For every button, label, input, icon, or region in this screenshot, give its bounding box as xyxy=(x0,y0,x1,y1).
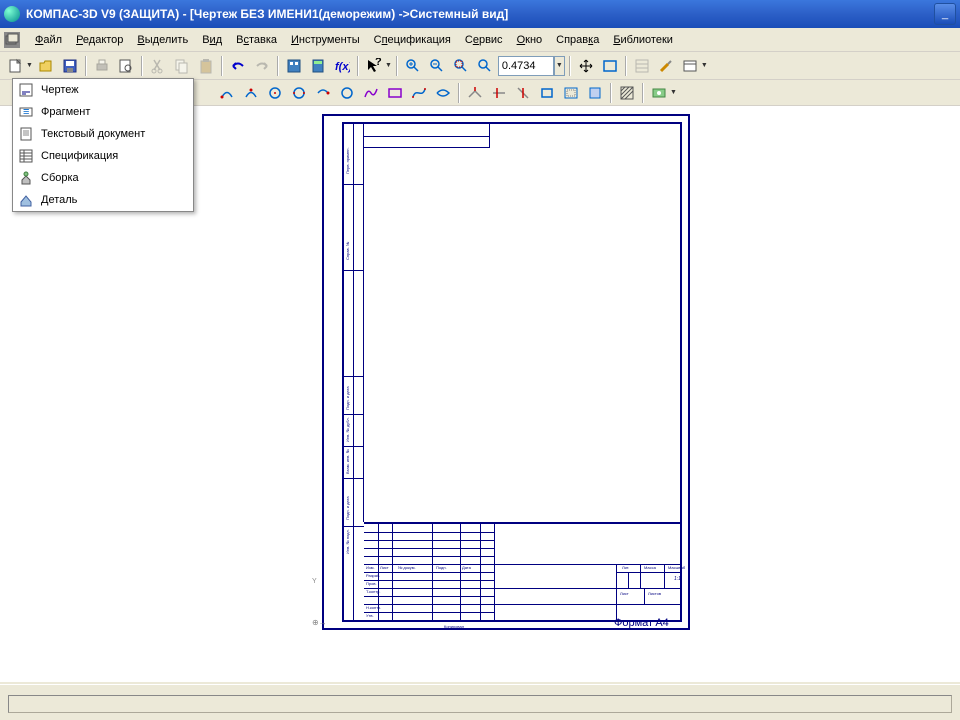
svg-text:f(x): f(x) xyxy=(335,61,350,73)
trim-tool-2[interactable] xyxy=(488,82,510,104)
menu-6[interactable]: Спецификация xyxy=(367,32,458,48)
print-button[interactable] xyxy=(91,55,113,77)
side-label-5: Взам. инв. № xyxy=(345,449,350,474)
menu-3[interactable]: Вид xyxy=(195,32,229,48)
region-tool[interactable] xyxy=(584,82,606,104)
menu-5[interactable]: Инструменты xyxy=(284,32,367,48)
title-block: Изм. Лист № докум. Подп. Дата Разраб. Пр… xyxy=(364,522,680,620)
spline-tool[interactable] xyxy=(360,82,382,104)
calc-button[interactable] xyxy=(307,55,329,77)
ruler-origin: ⊕→ xyxy=(312,618,327,627)
minimize-button[interactable]: _ xyxy=(934,3,956,25)
menubar: ФайлРедакторВыделитьВидВставкаИнструмент… xyxy=(0,28,960,52)
zoom-scale-button[interactable] xyxy=(474,55,496,77)
svg-text:?: ? xyxy=(375,58,382,68)
restore-icon[interactable] xyxy=(4,32,20,48)
zoom-dropdown-icon[interactable]: ▼ xyxy=(554,56,565,76)
bezier-tool[interactable] xyxy=(408,82,430,104)
equidistant-tool[interactable] xyxy=(560,82,582,104)
menu-9[interactable]: Справка xyxy=(549,32,606,48)
curve-tool[interactable] xyxy=(432,82,454,104)
side-label-1: Перв. примен. xyxy=(345,147,350,174)
side-label-3: Подп. и дата xyxy=(345,386,350,410)
dd-icon-0 xyxy=(17,81,35,99)
cut-button[interactable] xyxy=(147,55,169,77)
side-label-2: Справ. № xyxy=(345,242,350,260)
menu-2[interactable]: Выделить xyxy=(130,32,195,48)
properties-button[interactable] xyxy=(655,55,677,77)
undo-button[interactable] xyxy=(227,55,249,77)
dd-icon-4 xyxy=(17,169,35,187)
zoom-window-button[interactable] xyxy=(450,55,472,77)
rect-tool[interactable] xyxy=(384,82,406,104)
open-button[interactable] xyxy=(35,55,57,77)
hatch-tool[interactable] xyxy=(616,82,638,104)
dd-icon-2 xyxy=(17,125,35,143)
arc-tool-3[interactable] xyxy=(312,82,334,104)
zoom-out-button[interactable] xyxy=(426,55,448,77)
window-title: КОМПАС-3D V9 (ЗАЩИТА) - [Чертеж БЕЗ ИМЕН… xyxy=(26,7,932,21)
macro-dropdown-icon[interactable]: ▼ xyxy=(670,89,677,96)
drawing-sheet: Перв. примен. Справ. № Подп. и дата Инв.… xyxy=(322,114,690,630)
window-dropdown-icon[interactable]: ▼ xyxy=(701,62,708,69)
dd-icon-1: ≡ xyxy=(17,103,35,121)
new-type-0[interactable]: Чертеж xyxy=(13,79,193,101)
menu-10[interactable]: Библиотеки xyxy=(606,32,680,48)
zoom-in-button[interactable] xyxy=(402,55,424,77)
macro-tool[interactable] xyxy=(648,82,670,104)
help-cursor-button[interactable]: ? xyxy=(363,55,385,77)
copy-button[interactable] xyxy=(171,55,193,77)
menu-0[interactable]: Файл xyxy=(28,32,69,48)
pan-button[interactable] xyxy=(575,55,597,77)
side-label-4: Инв. № дубл. xyxy=(345,417,350,442)
paste-button[interactable] xyxy=(195,55,217,77)
circle-tool-3[interactable] xyxy=(336,82,358,104)
menu-4[interactable]: Вставка xyxy=(229,32,284,48)
svg-text:≡: ≡ xyxy=(23,106,29,118)
layers-button[interactable] xyxy=(631,55,653,77)
dd-icon-3 xyxy=(17,147,35,165)
arc-tool-1[interactable] xyxy=(216,82,238,104)
rect-tool-2[interactable] xyxy=(536,82,558,104)
arc-tool-2[interactable] xyxy=(240,82,262,104)
new-type-2[interactable]: Текстовый документ xyxy=(13,123,193,145)
menu-1[interactable]: Редактор xyxy=(69,32,130,48)
main-toolbar: ▼ f(x) ? ▼ ▼ ▼ xyxy=(0,52,960,80)
new-type-5[interactable]: Деталь xyxy=(13,189,193,211)
dd-icon-5 xyxy=(17,191,35,209)
zoom-input[interactable] xyxy=(498,56,554,76)
menu-8[interactable]: Окно xyxy=(510,32,550,48)
side-label-6: Подп. и дата xyxy=(345,496,350,520)
manager-button[interactable] xyxy=(283,55,305,77)
circle-tool-2[interactable] xyxy=(288,82,310,104)
side-label-7: Инв. № подл. xyxy=(345,529,350,554)
titlebar: КОМПАС-3D V9 (ЗАЩИТА) - [Чертеж БЕЗ ИМЕН… xyxy=(0,0,960,28)
new-dropdown-icon[interactable]: ▼ xyxy=(26,62,33,69)
new-type-1[interactable]: ≡Фрагмент xyxy=(13,101,193,123)
fx-button[interactable]: f(x) xyxy=(331,55,353,77)
trim-tool-3[interactable] xyxy=(512,82,534,104)
new-file-dropdown: Чертеж≡ФрагментТекстовый документСпецифи… xyxy=(12,78,194,212)
help-dropdown-icon[interactable]: ▼ xyxy=(385,62,392,69)
circle-tool-1[interactable] xyxy=(264,82,286,104)
app-icon xyxy=(4,6,20,22)
preview-button[interactable] xyxy=(115,55,137,77)
window-button[interactable] xyxy=(679,55,701,77)
redo-button[interactable] xyxy=(251,55,273,77)
new-type-4[interactable]: Сборка xyxy=(13,167,193,189)
zoom-fit-button[interactable] xyxy=(599,55,621,77)
status-panel xyxy=(8,695,952,713)
new-type-3[interactable]: Спецификация xyxy=(13,145,193,167)
menu-7[interactable]: Сервис xyxy=(458,32,510,48)
statusbar xyxy=(0,684,960,720)
save-button[interactable] xyxy=(59,55,81,77)
trim-tool-1[interactable] xyxy=(464,82,486,104)
new-button[interactable] xyxy=(4,55,26,77)
